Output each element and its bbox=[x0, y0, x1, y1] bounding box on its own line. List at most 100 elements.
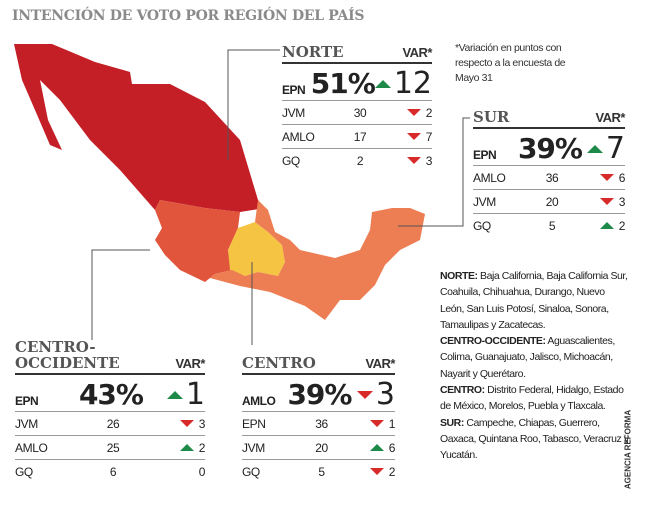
legend-states: Distrito Federal, Hidalgo, Estado de Méx… bbox=[440, 384, 624, 413]
candidate-row: GQ 2 3 bbox=[282, 149, 432, 172]
percentage: 39% bbox=[287, 378, 352, 411]
variation: 2 bbox=[398, 106, 432, 120]
arrow-down-icon bbox=[179, 420, 194, 427]
arrow-down-icon bbox=[369, 468, 384, 475]
percentage: 6 bbox=[109, 464, 117, 479]
candidate-row: GQ 5 2 bbox=[473, 214, 625, 237]
percentage: 51% bbox=[310, 67, 376, 100]
candidate-name: EPN bbox=[242, 416, 266, 431]
percentage: 36 bbox=[545, 170, 559, 185]
variation-value: 3 bbox=[198, 416, 206, 431]
variation-value: 3 bbox=[375, 377, 395, 412]
arrow-down-icon bbox=[599, 198, 614, 205]
arrow-up-icon bbox=[374, 80, 391, 88]
percentage: 20 bbox=[315, 440, 328, 455]
candidate-name: AMLO bbox=[15, 440, 48, 455]
region-name: SUR bbox=[473, 108, 510, 126]
candidate-name: AMLO bbox=[242, 394, 276, 408]
legend-item: SUR: Campeche, Chiapas, Guerrero, Oaxaca… bbox=[440, 415, 630, 464]
candidate-row: EPN 36 1 bbox=[242, 412, 395, 436]
legend-states: Campeche, Chiapas, Guerrero, Oaxaca, Qui… bbox=[440, 416, 629, 462]
variation-value: 2 bbox=[198, 440, 206, 455]
centro-occidente-box: CENTRO- OCCIDENTE VAR* EPN 43% 1 JVM 26 3 AMLO 25… bbox=[15, 339, 205, 483]
arrow-up-icon bbox=[599, 222, 614, 229]
variation: 2 bbox=[361, 465, 395, 479]
variation: 3 bbox=[398, 154, 432, 168]
variation-footnote: *Variación en puntos con respecto a la e… bbox=[455, 42, 566, 84]
candidate-row: AMLO 17 7 bbox=[282, 125, 432, 149]
variation: 6 bbox=[591, 171, 625, 185]
candidate-name: EPN bbox=[473, 148, 497, 162]
variation-value: 6 bbox=[618, 170, 626, 185]
candidate-row: JVM 30 2 bbox=[282, 101, 432, 125]
region-header: CENTRO VAR* bbox=[242, 355, 395, 375]
variation-value: 2 bbox=[388, 464, 396, 479]
leading-candidate-row: EPN 43% 1 bbox=[15, 375, 205, 412]
variation-value: 12 bbox=[393, 66, 432, 101]
candidate-row: JVM 20 3 bbox=[473, 190, 625, 214]
candidate-row: AMLO 25 2 bbox=[15, 436, 205, 460]
percentage: 2 bbox=[356, 153, 364, 168]
percentage: 25 bbox=[106, 440, 120, 455]
candidate-row: GQ 5 2 bbox=[242, 460, 395, 483]
var-header: VAR* bbox=[175, 356, 205, 371]
region-states-legend: NORTE: Baja California, Baja California … bbox=[440, 268, 630, 464]
candidate-name: GQ bbox=[282, 153, 300, 168]
percentage: 30 bbox=[353, 105, 367, 120]
centro-box: CENTRO VAR* AMLO 39% 3 EPN 36 1 JVM 20 6 GQ 5 2 bbox=[242, 355, 395, 483]
candidate-row: JVM 26 3 bbox=[15, 412, 205, 436]
leading-candidate-row: EPN 39% 7 bbox=[473, 129, 625, 166]
arrow-up-icon bbox=[166, 391, 183, 399]
legend-label: CENTRO: bbox=[440, 384, 485, 397]
percentage: 36 bbox=[315, 416, 328, 431]
percentage: 26 bbox=[106, 416, 120, 431]
variation: 2 bbox=[591, 219, 625, 233]
candidate-row: GQ 6 0 bbox=[15, 460, 205, 483]
legend-states: Aguascalientes, Colima, Guanajuato, Jali… bbox=[440, 335, 615, 380]
region-header: NORTE VAR* bbox=[282, 44, 432, 64]
legend-label: SUR: bbox=[440, 416, 464, 429]
variation-value: 6 bbox=[388, 440, 396, 455]
var-header: VAR* bbox=[402, 45, 432, 60]
leading-candidate-row: EPN 51% 12 bbox=[282, 64, 432, 101]
candidate-name: JVM bbox=[473, 194, 496, 209]
variation-value: 1 bbox=[388, 416, 396, 431]
arrow-down-icon bbox=[369, 420, 384, 427]
variation: 1 bbox=[166, 377, 205, 412]
region-centro-occidente bbox=[155, 200, 240, 282]
legend-states: Baja California, Baja California Sur, Co… bbox=[440, 270, 628, 331]
region-header: CENTRO- OCCIDENTE VAR* bbox=[15, 339, 205, 375]
variation: 6 bbox=[361, 441, 395, 455]
arrow-down-icon bbox=[406, 109, 421, 116]
variation: 7 bbox=[398, 130, 432, 144]
candidate-name: JVM bbox=[15, 416, 38, 431]
percentage: 5 bbox=[548, 218, 556, 233]
candidate-name: JVM bbox=[282, 105, 305, 120]
variation: 7 bbox=[586, 131, 625, 166]
variation-value: 2 bbox=[425, 105, 433, 120]
arrow-down-icon bbox=[599, 174, 614, 181]
legend-item: NORTE: Baja California, Baja California … bbox=[440, 268, 630, 333]
sur-box: SUR VAR* EPN 39% 7 AMLO 36 6 JVM 20 3 GQ 5 2 bbox=[473, 109, 625, 237]
candidate-name: JVM bbox=[242, 440, 265, 455]
norte-box: NORTE VAR* EPN 51% 12 JVM 30 2 AMLO 17 7 GQ 2 3 bbox=[282, 44, 432, 172]
percentage: 17 bbox=[353, 129, 367, 144]
candidate-name: EPN bbox=[282, 83, 306, 97]
candidate-row: JVM 20 6 bbox=[242, 436, 395, 460]
region-centro bbox=[228, 222, 285, 276]
candidate-name: EPN bbox=[15, 394, 39, 408]
variation: 1 bbox=[361, 417, 395, 431]
variation: 12 bbox=[374, 66, 432, 101]
region-header: SUR VAR* bbox=[473, 109, 625, 129]
percentage: 5 bbox=[318, 464, 325, 479]
variation: 3 bbox=[356, 377, 395, 412]
variation: 3 bbox=[591, 195, 625, 209]
region-sur bbox=[205, 200, 425, 320]
candidate-name: GQ bbox=[473, 218, 491, 233]
legend-item: CENTRO: Distrito Federal, Hidalgo, Estad… bbox=[440, 382, 630, 415]
candidate-name: AMLO bbox=[473, 170, 506, 185]
legend-label: CENTRO-OCCIDENTE: bbox=[440, 335, 546, 348]
var-header: VAR* bbox=[365, 356, 395, 371]
variation-value: 1 bbox=[185, 377, 205, 412]
variation-value: 7 bbox=[605, 131, 625, 166]
